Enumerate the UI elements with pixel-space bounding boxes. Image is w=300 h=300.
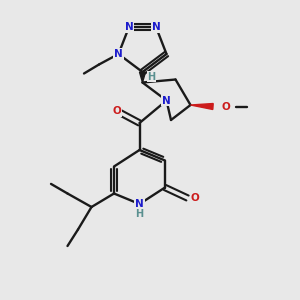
Text: N: N [152, 22, 160, 32]
Text: O: O [112, 106, 122, 116]
Polygon shape [140, 72, 146, 83]
Text: N: N [162, 95, 171, 106]
Text: N: N [135, 199, 144, 209]
Text: O: O [221, 101, 230, 112]
Polygon shape [190, 103, 213, 109]
Text: N: N [124, 22, 134, 32]
Text: N: N [114, 49, 123, 59]
Text: H: H [135, 208, 144, 219]
Text: O: O [190, 193, 200, 203]
Text: H: H [147, 71, 156, 82]
